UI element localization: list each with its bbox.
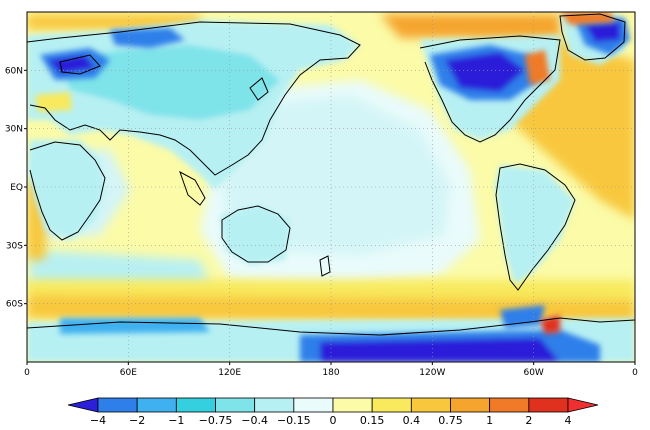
colorbar-swatch [97,397,138,413]
colorbar-label: 0.15 [360,414,385,426]
coastlines [27,13,635,336]
colorbar-swatch [254,397,295,413]
colorbar: −4 −2 −1 −0.75 −0.4 −0.15 0 0.15 0.4 0.75 1 2 4 [67,397,599,427]
lon-tick-label: 60W [523,368,543,378]
lon-tick-label: 120W [419,368,445,378]
lat-tick-label: EQ [10,183,23,193]
lon-tick-label: 120E [218,368,241,378]
colorbar-label: −0.4 [241,414,268,426]
colorbar-low-arrow [67,397,99,413]
colorbar-label: −1 [168,414,184,426]
lat-lon-grid [27,12,635,362]
colorbar-high-arrow [567,397,599,413]
colorbar-swatch [371,397,412,413]
colorbar-swatch [410,397,451,413]
lon-tick-label: 60E [120,368,137,378]
colorbar-label: 2 [525,414,532,426]
colorbar-swatch [489,397,530,413]
colorbar-swatch [136,397,177,413]
lon-tick-label: 0 [632,368,638,378]
lat-tick-label: 30S [6,241,23,251]
colorbar-label: 0 [330,414,337,426]
colorbar-swatch [215,397,256,413]
colorbar-label: −2 [129,414,145,426]
colorbar-swatch [450,397,491,413]
colorbar-swatch [293,397,334,413]
lon-axis: 0 60E 120E 180 120W 60W 0 [24,362,638,378]
lon-tick-label: 180 [322,368,339,378]
colorbar-label: 1 [486,414,493,426]
colorbar-label: −4 [90,414,106,426]
colorbar-label: 4 [565,414,572,426]
colorbar-label: 0.75 [438,414,463,426]
colorbar-label: −0.15 [277,414,311,426]
colorbar-swatch [332,397,373,413]
lat-tick-label: 60N [5,66,23,76]
colorbar-label: 0.4 [403,414,421,426]
lat-tick-label: 60S [6,300,23,310]
lon-tick-label: 0 [24,368,30,378]
colorbar-swatch [528,397,569,413]
colorbar-swatch [175,397,216,413]
lat-tick-label: 30N [5,125,23,135]
lat-axis: 60N 30N EQ 30S 60S [5,66,27,310]
colorbar-label: −0.75 [199,414,233,426]
